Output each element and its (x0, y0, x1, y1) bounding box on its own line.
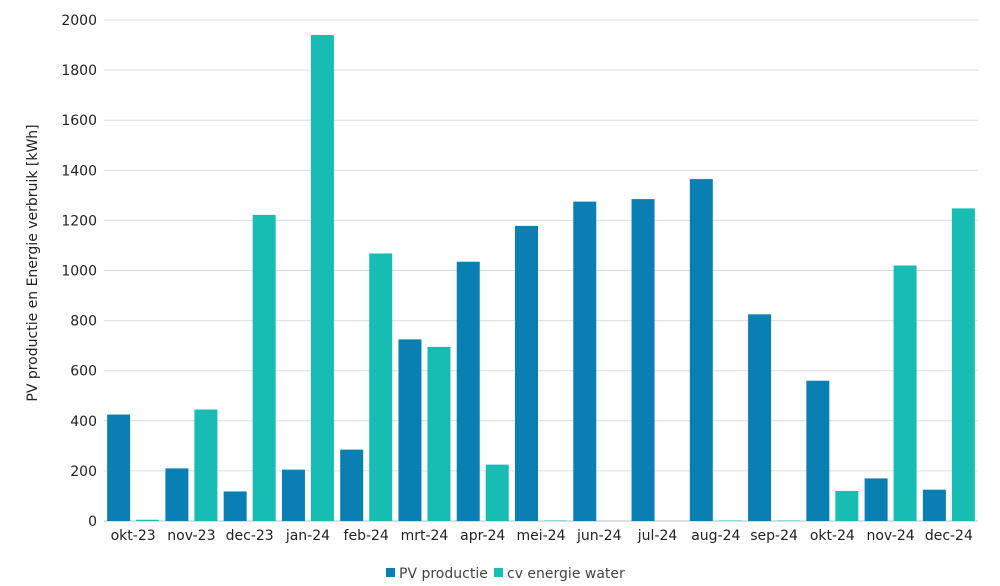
bar-pv-productie (689, 179, 713, 521)
y-axis-title: PV productie en Energie verbruik [kWh] (25, 124, 41, 401)
x-tick-label: mei-24 (516, 528, 565, 544)
y-tick-label: 400 (70, 414, 97, 430)
bar-pv-productie (573, 201, 597, 522)
y-tick-label: 1200 (61, 213, 97, 229)
bar-cv-energie-water (893, 265, 917, 521)
y-axis-ticks: 0 200 400 600 800 1000 1200 1400 1600 1800 2000 (61, 13, 97, 530)
x-tick-label: okt-24 (810, 528, 855, 544)
bar-cv-energie-water (835, 490, 859, 521)
x-tick-label: dec-23 (226, 528, 274, 544)
bar-pv-productie (340, 449, 364, 521)
y-tick-label: 1400 (61, 163, 97, 179)
legend-label: PV productie (399, 566, 488, 582)
x-tick-label: mrt-24 (401, 528, 449, 544)
bar-pv-productie (631, 199, 655, 522)
bar-cv-energie-water (136, 519, 160, 521)
bar-cv-energie-water (427, 346, 451, 521)
x-tick-label: dec-24 (925, 528, 973, 544)
bar-pv-productie (223, 491, 247, 521)
y-tick-label: 1800 (61, 63, 97, 79)
bar-pv-productie (456, 261, 480, 521)
legend: PV productie cv energie water (386, 566, 625, 582)
bar-pv-productie (864, 478, 888, 521)
bar-pv-productie (107, 414, 131, 521)
y-tick-label: 1000 (61, 264, 97, 280)
bar-cv-energie-water (252, 214, 276, 521)
bar-cv-energie-water (369, 253, 393, 521)
legend-swatch (386, 568, 395, 577)
bar-pv-productie (165, 468, 189, 521)
y-tick-label: 200 (70, 464, 97, 480)
bar-cv-energie-water (544, 520, 567, 521)
bar-pv-productie (748, 314, 772, 521)
bar-pv-productie (806, 380, 830, 521)
bar-cv-energie-water (310, 35, 334, 521)
x-tick-label: okt-23 (111, 528, 156, 544)
bar-pv-productie (281, 469, 305, 521)
bar-pv-productie (398, 339, 422, 521)
x-tick-label: nov-23 (167, 528, 215, 544)
y-tick-label: 0 (88, 514, 97, 530)
x-tick-label: feb-24 (344, 528, 389, 544)
x-tick-label: apr-24 (460, 528, 505, 544)
y-tick-label: 600 (70, 364, 97, 380)
y-tick-label: 800 (70, 314, 97, 330)
legend-label: cv energie water (507, 566, 625, 582)
bar-cv-energie-water (951, 208, 975, 521)
legend-swatch (494, 568, 503, 577)
x-tick-label: jun-24 (576, 528, 622, 544)
bar-cv-energie-water (718, 520, 742, 521)
x-axis-ticks: okt-23 nov-23 dec-23 jan-24 feb-24 mrt-24 apr-… (111, 528, 973, 544)
x-tick-label: sep-24 (750, 528, 798, 544)
bar-pv-productie (922, 489, 946, 521)
bar-pv-productie (515, 225, 538, 521)
y-tick-label: 1600 (61, 113, 97, 129)
y-tick-label: 2000 (61, 13, 97, 29)
x-tick-label: aug-24 (691, 528, 740, 544)
gridlines (104, 19, 978, 522)
bar-cv-energie-water (485, 464, 509, 521)
x-tick-label: nov-24 (866, 528, 914, 544)
x-tick-label: jul-24 (637, 528, 678, 544)
x-tick-label: jan-24 (285, 528, 330, 544)
bar-cv-energie-water (194, 409, 218, 521)
bars (107, 35, 975, 522)
bar-cv-energie-water (777, 520, 801, 521)
